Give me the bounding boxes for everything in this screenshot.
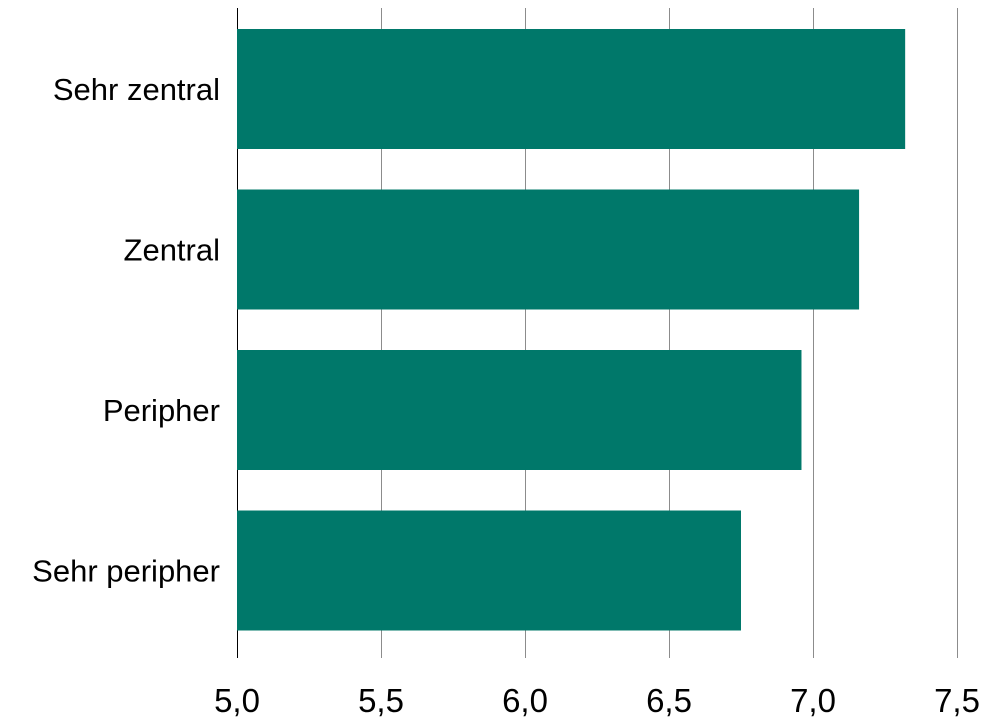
x-tick-label: 6,0 <box>502 682 548 719</box>
bar <box>237 510 741 631</box>
category-label: Sehr peripher <box>32 554 220 589</box>
bar <box>237 189 860 310</box>
x-tick-label: 7,0 <box>790 682 836 719</box>
category-labels: Sehr zentral Zentral Peripher Sehr peripher <box>32 72 220 589</box>
x-tick-labels: 5,0 5,5 6,0 6,5 7,0 7,5 <box>214 682 980 719</box>
category-label: Peripher <box>103 393 220 428</box>
category-label: Zentral <box>124 233 220 268</box>
bar <box>237 350 802 470</box>
x-tick-label: 7,5 <box>934 682 980 719</box>
bars <box>237 29 906 631</box>
bar <box>237 29 906 149</box>
x-tick-label: 6,5 <box>646 682 692 719</box>
x-tick-label: 5,5 <box>358 682 404 719</box>
x-tick-label: 5,0 <box>214 682 260 719</box>
category-label: Sehr zentral <box>53 72 220 107</box>
